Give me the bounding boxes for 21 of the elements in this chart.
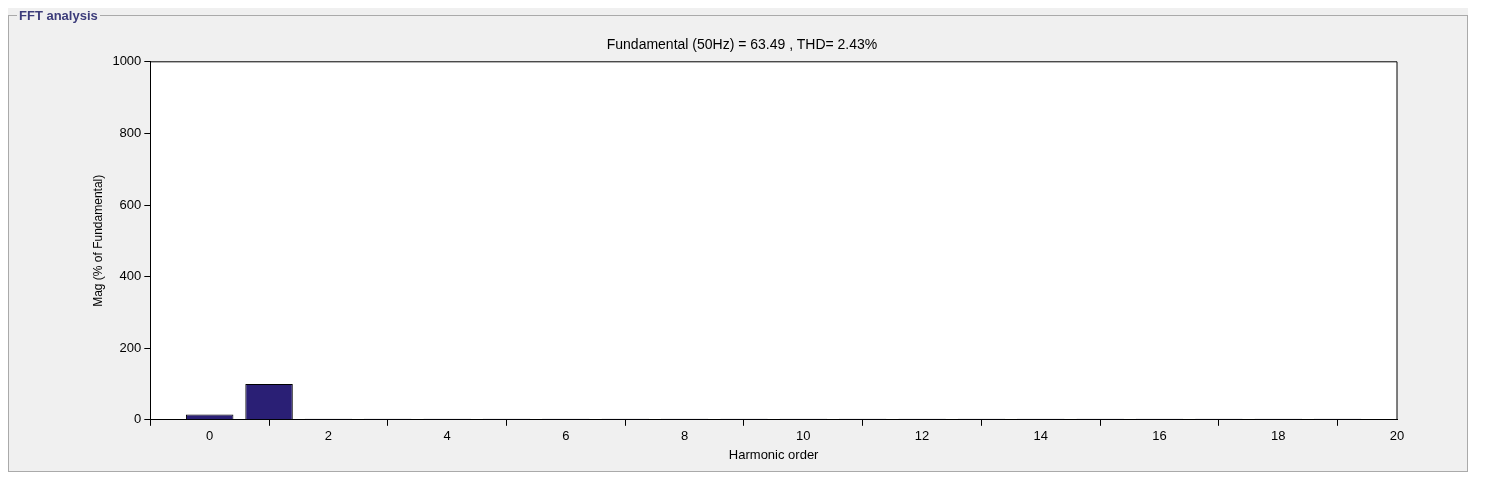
text: FFT analysis xyxy=(18,8,99,23)
y-tick-label: 800 xyxy=(119,124,142,140)
x-tick-label: 4 xyxy=(443,428,451,444)
x-tick-label: 6 xyxy=(562,428,570,444)
y-tick-label: 600 xyxy=(119,196,142,212)
x-tick-label: 2 xyxy=(324,428,333,444)
x-tick-label: 20 xyxy=(1389,428,1405,444)
x-tick-label: 10 xyxy=(796,428,811,444)
x-tick-label: 18 xyxy=(1271,428,1286,444)
chart-title: Fundamental (50Hz) = 63.49 , THD= 2.43% xyxy=(606,36,878,53)
x-axis-title: Harmonic order xyxy=(728,446,820,462)
y-tick-label: 1000 xyxy=(112,53,142,69)
x-tick-label: 8 xyxy=(680,428,689,444)
y-tick-label: 400 xyxy=(119,268,142,284)
y-tick-label: 200 xyxy=(119,339,142,355)
x-tick-label: 16 xyxy=(1152,428,1167,444)
y-tick-label: 0 xyxy=(134,411,142,427)
x-tick-label: 14 xyxy=(1033,428,1049,444)
x-tick-label: 12 xyxy=(914,428,930,444)
y-axis-title: Mag (% of Fundamental) xyxy=(90,174,105,307)
x-tick-label: 0 xyxy=(206,428,214,444)
